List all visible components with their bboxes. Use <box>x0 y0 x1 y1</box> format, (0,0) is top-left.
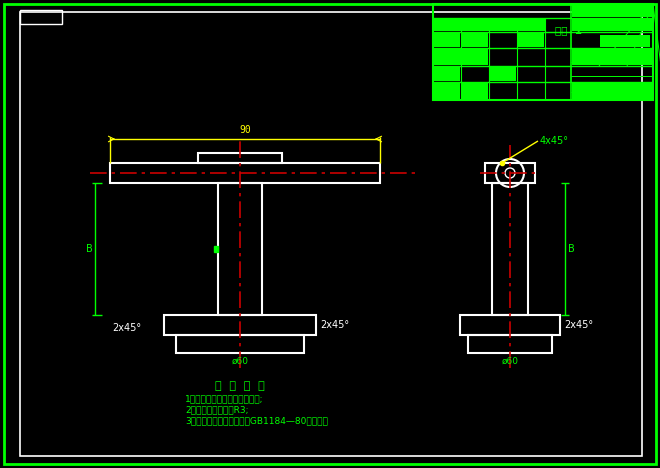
Bar <box>214 246 218 252</box>
Bar <box>110 163 380 183</box>
Text: 3、未注明形状公差应符合GB1184—80的要求。: 3、未注明形状公差应符合GB1184—80的要求。 <box>185 416 328 425</box>
Bar <box>20 10 62 24</box>
Bar <box>434 33 460 47</box>
Text: 1、零件加工表面上不应有毛刺;: 1、零件加工表面上不应有毛刺; <box>185 394 263 403</box>
Bar <box>518 33 544 47</box>
Text: ø60: ø60 <box>502 357 519 366</box>
Bar <box>485 163 535 183</box>
Bar <box>434 19 546 31</box>
Bar <box>460 315 560 335</box>
Text: 2x45°: 2x45° <box>320 320 349 330</box>
Text: 技  术  要  求: 技 术 要 求 <box>215 381 265 391</box>
Text: 4x45°: 4x45° <box>540 136 569 146</box>
Bar <box>198 153 282 163</box>
Text: 2x45°: 2x45° <box>564 320 593 330</box>
Bar <box>572 49 653 65</box>
Bar <box>434 67 460 81</box>
Text: B: B <box>86 244 93 254</box>
Bar <box>468 335 552 353</box>
Bar <box>462 83 488 99</box>
Bar <box>434 49 488 65</box>
Text: Q235: Q235 <box>593 50 630 63</box>
Text: B: B <box>568 244 575 254</box>
Bar <box>490 67 516 81</box>
Bar <box>492 183 528 315</box>
Bar <box>164 315 316 335</box>
Bar <box>600 35 650 47</box>
Text: 旋转手柄: 旋转手柄 <box>597 19 627 31</box>
Bar <box>572 5 653 17</box>
Bar <box>218 183 262 315</box>
Bar <box>572 83 653 99</box>
Text: 比例  1¹: 比例 1¹ <box>555 25 587 35</box>
Text: 2x45°: 2x45° <box>112 323 141 333</box>
Bar <box>572 19 653 31</box>
Bar <box>462 33 488 47</box>
Bar <box>433 4 653 100</box>
Text: 2、未注明圆角均为R3;: 2、未注明圆角均为R3; <box>185 405 249 414</box>
Bar <box>176 335 304 353</box>
Bar <box>434 83 460 99</box>
Text: 90: 90 <box>239 125 251 135</box>
Text: ø60: ø60 <box>232 357 249 366</box>
